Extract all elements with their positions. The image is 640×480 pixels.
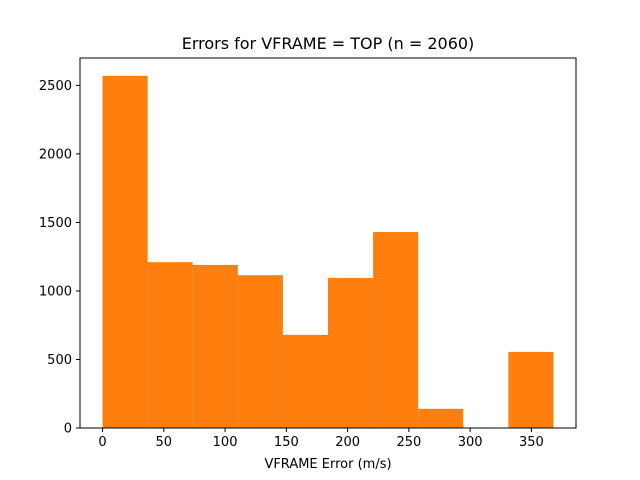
histogram-bar (192, 264, 238, 428)
y-axis: 0 500 1000 1500 2000 2500 (39, 79, 80, 437)
y-tick-label: 2500 (39, 79, 72, 94)
x-tick-label: 50 (156, 435, 173, 450)
histogram-bar (418, 408, 464, 428)
y-tick-label: 1500 (39, 216, 72, 231)
x-tick-label: 200 (335, 435, 360, 450)
histogram-bar (147, 262, 193, 428)
y-tick-label: 1000 (39, 284, 72, 299)
x-tick-label: 350 (519, 435, 544, 450)
y-tick-label: 0 (64, 422, 72, 437)
chart-title: Errors for VFRAME = TOP (n = 2060) (182, 34, 475, 53)
histogram-bar (102, 75, 148, 428)
x-tick-label: 150 (274, 435, 299, 450)
x-axis: 0 50 100 150 200 250 300 350 (98, 428, 544, 450)
y-tick-label: 2000 (39, 147, 72, 162)
x-tick-label: 100 (213, 435, 238, 450)
histogram-bar (508, 351, 554, 428)
histogram-bar (282, 334, 328, 428)
plot-frame (79, 57, 577, 429)
histogram-bar (373, 232, 419, 428)
x-tick-label: 0 (98, 435, 106, 450)
x-axis-label: VFRAME Error (m/s) (264, 457, 391, 472)
histogram-bar (237, 275, 283, 428)
x-tick-label: 250 (396, 435, 421, 450)
x-tick-label: 300 (458, 435, 483, 450)
bars-group (102, 75, 554, 428)
histogram-bar (328, 277, 374, 428)
y-tick-label: 500 (47, 353, 72, 368)
